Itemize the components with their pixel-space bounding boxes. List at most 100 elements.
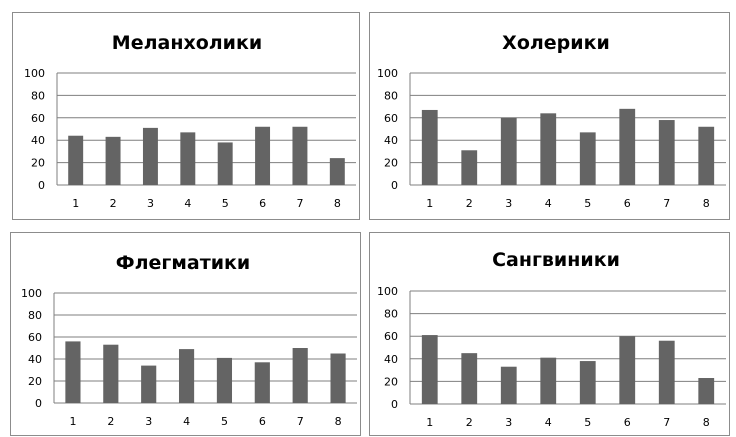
bar: [103, 344, 119, 403]
y-tick-label: 20: [384, 375, 398, 388]
chart-panel-melancholic: Меланхолики 0 20 40 60 80 100 1 2 3 4 5 6 7 8: [12, 12, 360, 220]
bar: [658, 340, 675, 404]
y-tick-label: 60: [28, 331, 42, 344]
y-tick-label: 20: [384, 157, 398, 170]
bar: [105, 136, 121, 185]
x-tick-label: 8: [703, 416, 710, 429]
bar: [141, 365, 157, 403]
y-tick-label: 60: [384, 112, 398, 125]
x-tick-label: 7: [663, 416, 670, 429]
bar: [540, 357, 557, 404]
bar: [540, 113, 557, 185]
bar: [216, 357, 233, 403]
bar: [579, 361, 596, 404]
y-tick-label: 80: [31, 89, 45, 102]
chart-svg: Меланхолики 0 20 40 60 80 100 1 2 3 4 5 6 7 8: [24, 32, 356, 210]
bar: [500, 366, 517, 404]
y-tick-label: 100: [24, 67, 45, 80]
chart-title: Меланхолики: [112, 32, 262, 54]
x-tick-label: 7: [296, 197, 303, 210]
x-tick-label: 7: [663, 197, 670, 210]
bar: [329, 158, 345, 185]
x-tick-label: 3: [505, 197, 512, 210]
bar: [68, 135, 84, 185]
x-tick-label: 4: [545, 197, 552, 210]
x-tick-label: 2: [107, 415, 114, 428]
y-tick-label: 60: [31, 112, 45, 125]
bar: [698, 126, 715, 185]
y-tick-label: 100: [377, 285, 398, 298]
bar: [421, 109, 438, 185]
bar: [178, 349, 195, 403]
bar: [65, 341, 81, 403]
x-tick-label: 6: [259, 415, 266, 428]
bar: [254, 362, 270, 403]
x-tick-label: 7: [297, 415, 304, 428]
chart-svg: Сангвиники 0 20 40 60 80 100 1 2 3 4 5 6 7 8: [377, 249, 726, 429]
y-tick-label: 40: [384, 134, 398, 147]
x-tick-label: 5: [584, 416, 591, 429]
bar: [461, 150, 478, 185]
chart-panel-choleric: Холерики 0 20 40 60 80 100 1 2 3 4 5 6 7 8: [369, 12, 730, 220]
chart-title: Сангвиники: [492, 249, 620, 271]
x-tick-label: 4: [545, 416, 552, 429]
x-tick-label: 1: [69, 415, 76, 428]
x-tick-label: 4: [184, 197, 191, 210]
chart-svg: Холерики 0 20 40 60 80 100 1 2 3 4 5 6 7 8: [377, 32, 726, 210]
x-tick-label: 8: [334, 197, 341, 210]
y-tick-label: 80: [28, 309, 42, 322]
x-tick-label: 2: [466, 197, 473, 210]
x-tick-label: 6: [624, 197, 631, 210]
bar: [500, 117, 517, 185]
bar: [217, 142, 233, 185]
y-tick-label: 0: [391, 179, 398, 192]
y-tick-label: 0: [38, 179, 45, 192]
bar: [421, 335, 438, 404]
bar: [255, 126, 271, 185]
bar: [579, 132, 596, 185]
y-tick-label: 20: [28, 375, 42, 388]
bar: [180, 132, 196, 185]
chart-title: Флегматики: [116, 252, 250, 274]
x-tick-label: 4: [183, 415, 190, 428]
x-tick-label: 8: [335, 415, 342, 428]
x-tick-label: 3: [505, 416, 512, 429]
bar: [142, 127, 158, 185]
bar: [292, 348, 308, 403]
bar: [292, 126, 308, 185]
x-tick-label: 1: [426, 416, 433, 429]
x-tick-label: 1: [72, 197, 79, 210]
y-tick-label: 40: [28, 353, 42, 366]
bar: [619, 108, 636, 185]
y-tick-label: 80: [384, 89, 398, 102]
y-tick-label: 0: [391, 398, 398, 411]
chart-panel-phlegmatic: Флегматики 0 20 40 60 80 100 1 2 3 4 5 6 7 8: [10, 232, 361, 436]
chart-title: Холерики: [502, 32, 610, 54]
chart-panel-sanguine: Сангвиники 0 20 40 60 80 100 1 2 3 4 5 6 7 8: [369, 232, 730, 436]
x-tick-label: 5: [222, 197, 229, 210]
y-tick-label: 20: [31, 157, 45, 170]
bar: [330, 353, 346, 403]
x-tick-label: 2: [110, 197, 117, 210]
y-tick-label: 60: [384, 330, 398, 343]
y-tick-label: 0: [35, 397, 42, 410]
x-tick-label: 3: [147, 197, 154, 210]
x-tick-label: 8: [703, 197, 710, 210]
y-tick-label: 100: [21, 287, 42, 300]
chart-svg: Флегматики 0 20 40 60 80 100 1 2 3 4 5 6 7 8: [21, 252, 357, 428]
y-tick-label: 40: [31, 134, 45, 147]
bar: [698, 378, 715, 404]
x-tick-label: 2: [466, 416, 473, 429]
y-tick-label: 100: [377, 67, 398, 80]
x-tick-label: 1: [426, 197, 433, 210]
bar: [461, 353, 478, 404]
bar: [619, 336, 636, 404]
y-tick-label: 80: [384, 308, 398, 321]
x-tick-label: 6: [259, 197, 266, 210]
x-tick-label: 3: [145, 415, 152, 428]
y-tick-label: 40: [384, 353, 398, 366]
x-tick-label: 6: [624, 416, 631, 429]
x-tick-label: 5: [221, 415, 228, 428]
bar: [658, 120, 675, 185]
x-tick-label: 5: [584, 197, 591, 210]
